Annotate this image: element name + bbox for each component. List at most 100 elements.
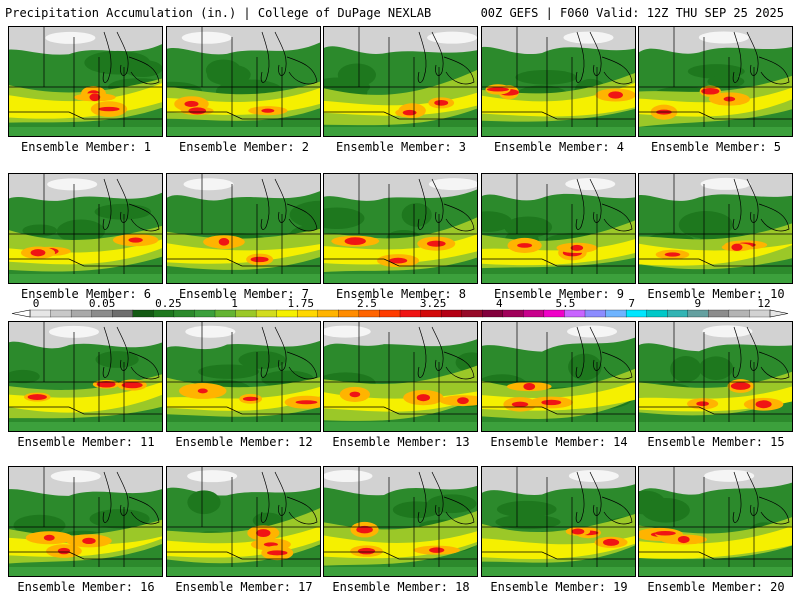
colorbar-swatch xyxy=(461,309,483,318)
colorbar-swatch xyxy=(317,309,339,318)
ensemble-member-label: Ensemble Member: 20 xyxy=(647,580,785,594)
precip-field xyxy=(482,27,635,136)
colorbar-tick-label: 0.25 xyxy=(155,297,182,310)
ensemble-member-map xyxy=(638,466,793,577)
ensemble-member-label: Ensemble Member: 15 xyxy=(647,435,785,449)
colorbar-swatch xyxy=(564,309,586,318)
ensemble-member-label: Ensemble Member: 11 xyxy=(17,435,155,449)
ensemble-member-map xyxy=(8,466,163,577)
ensemble-member-map xyxy=(166,321,321,432)
colorbar-swatch xyxy=(749,309,771,318)
precip-field xyxy=(9,174,162,283)
colorbar-swatch xyxy=(502,309,524,318)
precip-field xyxy=(639,467,792,576)
precip-field xyxy=(9,27,162,136)
precip-field xyxy=(167,27,320,136)
colorbar-swatch xyxy=(173,309,196,318)
colorbar-tick-label: 1.75 xyxy=(287,297,314,310)
ensemble-member-map xyxy=(8,321,163,432)
colorbar-left-arrow xyxy=(11,309,31,318)
precip-field xyxy=(482,467,635,576)
ensemble-member-label: Ensemble Member: 2 xyxy=(178,140,310,154)
precip-field xyxy=(482,174,635,283)
ensemble-member-label: Ensemble Member: 6 xyxy=(20,287,152,301)
precip-field xyxy=(9,322,162,431)
precipitation-colorbar xyxy=(11,309,789,318)
colorbar-tick-label: 7 xyxy=(628,297,635,310)
ensemble-member-label: Ensemble Member: 18 xyxy=(332,580,470,594)
ensemble-member-map xyxy=(638,321,793,432)
colorbar-swatch xyxy=(625,309,648,318)
colorbar-swatch xyxy=(214,309,237,318)
ensemble-member-label: Ensemble Member: 16 xyxy=(17,580,155,594)
ensemble-member-label: Ensemble Member: 7 xyxy=(178,287,310,301)
colorbar-swatch xyxy=(194,309,216,318)
ensemble-member-label: Ensemble Member: 9 xyxy=(493,287,625,301)
precip-field xyxy=(324,27,477,136)
colorbar-tick-label: 12 xyxy=(757,297,771,310)
colorbar-swatch xyxy=(338,309,360,318)
ensemble-member-map xyxy=(638,173,793,284)
ensemble-member-label: Ensemble Member: 14 xyxy=(490,435,628,449)
colorbar-tick-label: 2.5 xyxy=(356,297,377,310)
colorbar-tick-label: 5.5 xyxy=(555,297,576,310)
ensemble-member-label: Ensemble Member: 8 xyxy=(335,287,467,301)
colorbar-swatch xyxy=(379,309,401,318)
colorbar-swatch xyxy=(276,309,298,318)
precip-field xyxy=(324,174,477,283)
colorbar-swatch xyxy=(646,309,668,318)
ensemble-member-map xyxy=(166,173,321,284)
ensemble-member-map xyxy=(323,26,478,137)
ensemble-member-map xyxy=(638,26,793,137)
ensemble-member-label: Ensemble Member: 1 xyxy=(20,140,152,154)
colorbar-swatch xyxy=(91,309,113,318)
ensemble-member-label: Ensemble Member: 5 xyxy=(650,140,782,154)
colorbar-swatch xyxy=(440,309,463,318)
precip-field xyxy=(324,322,477,431)
ensemble-member-label: Ensemble Member: 17 xyxy=(175,580,313,594)
colorbar-swatch xyxy=(728,309,751,318)
colorbar-swatch xyxy=(523,309,545,318)
colorbar-tick-label: 1 xyxy=(231,297,238,310)
precip-field xyxy=(9,467,162,576)
precip-field xyxy=(639,27,792,136)
ensemble-member-label: Ensemble Member: 19 xyxy=(490,580,628,594)
colorbar-swatch xyxy=(255,309,278,318)
colorbar-swatch xyxy=(132,309,154,318)
ensemble-member-label: Ensemble Member: 10 xyxy=(647,287,785,301)
ensemble-member-map xyxy=(323,321,478,432)
colorbar-tick-label: 0 xyxy=(32,297,40,310)
colorbar-swatch xyxy=(358,309,381,318)
ensemble-member-map xyxy=(481,26,636,137)
colorbar-swatch xyxy=(29,309,52,318)
colorbar-swatch xyxy=(153,309,175,318)
colorbar-swatch xyxy=(399,309,422,318)
colorbar-tick-label: 9 xyxy=(694,297,702,310)
colorbar-swatch xyxy=(543,309,566,318)
colorbar-swatch xyxy=(112,309,134,318)
colorbar-right-arrow xyxy=(769,309,789,318)
ensemble-member-label: Ensemble Member: 4 xyxy=(493,140,625,154)
colorbar-tick-label: 0.05 xyxy=(88,297,116,310)
ensemble-member-map xyxy=(166,26,321,137)
colorbar-tick-label: 3.25 xyxy=(419,297,447,310)
ensemble-member-map xyxy=(481,321,636,432)
precip-field xyxy=(167,467,320,576)
run-valid-time: 00Z GEFS | F060 Valid: 12Z THU SEP 25 20… xyxy=(480,6,784,20)
ensemble-member-map xyxy=(481,466,636,577)
precip-field xyxy=(482,322,635,431)
ensemble-member-label: Ensemble Member: 13 xyxy=(332,435,470,449)
colorbar-swatch xyxy=(687,309,709,318)
ensemble-member-map xyxy=(166,466,321,577)
colorbar-swatch xyxy=(50,309,72,318)
colorbar-swatch xyxy=(584,309,607,318)
ensemble-member-map xyxy=(8,26,163,137)
ensemble-member-label: Ensemble Member: 3 xyxy=(335,140,467,154)
colorbar-swatch xyxy=(235,309,257,318)
colorbar-swatch xyxy=(70,309,93,318)
precip-field xyxy=(167,322,320,431)
ensemble-member-label: Ensemble Member: 12 xyxy=(175,435,313,449)
map-title: Precipitation Accumulation (in.) | Colle… xyxy=(5,6,432,20)
colorbar-swatch xyxy=(605,309,627,318)
precip-field xyxy=(167,174,320,283)
